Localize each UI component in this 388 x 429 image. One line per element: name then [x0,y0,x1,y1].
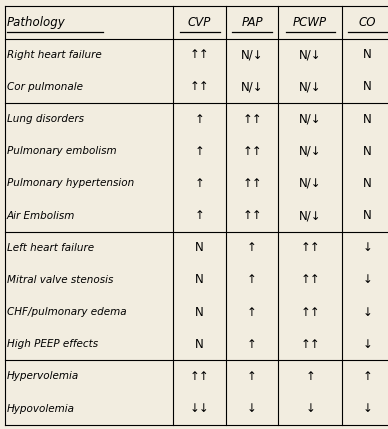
Text: Mitral valve stenosis: Mitral valve stenosis [7,275,113,285]
Text: PAP: PAP [241,16,263,29]
Text: N: N [363,112,372,126]
Text: ↑↑: ↑↑ [242,209,262,222]
Text: ↓: ↓ [362,305,372,319]
Text: ↓: ↓ [362,241,372,254]
Text: ↑: ↑ [247,370,257,383]
Text: ↑: ↑ [247,273,257,287]
Text: ↑: ↑ [362,370,372,383]
Text: ↓: ↓ [247,402,257,415]
Text: ↑↑: ↑↑ [190,370,210,383]
Text: ↑↑: ↑↑ [190,48,210,61]
Text: Pulmonary embolism: Pulmonary embolism [7,146,117,156]
Text: ↑: ↑ [247,338,257,351]
Text: N/↓: N/↓ [241,80,263,94]
Text: N: N [195,273,204,287]
Text: Hypervolemia: Hypervolemia [7,372,79,381]
Text: N/↓: N/↓ [299,48,322,61]
Text: N: N [363,48,372,61]
Text: PCWP: PCWP [293,16,327,29]
Text: ↑↑: ↑↑ [300,338,320,351]
Text: Hypovolemia: Hypovolemia [7,404,75,414]
Text: ↑↑: ↑↑ [242,177,262,190]
Text: ↑↑: ↑↑ [300,273,320,287]
Text: ↓: ↓ [362,273,372,287]
Text: N: N [195,338,204,351]
Text: ↑: ↑ [195,112,204,126]
Text: ↑↑: ↑↑ [300,241,320,254]
Text: ↓: ↓ [362,402,372,415]
Text: ↑↑: ↑↑ [242,112,262,126]
Text: ↓↓: ↓↓ [190,402,210,415]
Text: Lung disorders: Lung disorders [7,114,84,124]
Text: High PEEP effects: High PEEP effects [7,339,98,349]
Text: ↓: ↓ [305,402,315,415]
Text: N: N [363,209,372,222]
Text: N/↓: N/↓ [299,80,322,94]
Text: CHF/pulmonary edema: CHF/pulmonary edema [7,307,126,317]
Text: N: N [195,241,204,254]
Text: N: N [363,177,372,190]
Text: Pulmonary hypertension: Pulmonary hypertension [7,178,134,188]
Text: N/↓: N/↓ [299,112,322,126]
Text: ↑: ↑ [305,370,315,383]
Text: Air Embolism: Air Embolism [7,211,75,221]
Text: ↑: ↑ [247,305,257,319]
Text: N/↓: N/↓ [241,48,263,61]
Text: N: N [363,80,372,94]
Text: ↑: ↑ [247,241,257,254]
Text: Cor pulmonale: Cor pulmonale [7,82,83,92]
Text: Right heart failure: Right heart failure [7,50,102,60]
Text: N/↓: N/↓ [299,145,322,158]
Text: CO: CO [359,16,376,29]
Text: ↑: ↑ [195,209,204,222]
Text: ↑: ↑ [195,177,204,190]
Text: Pathology: Pathology [7,16,66,29]
Text: ↑↑: ↑↑ [300,305,320,319]
Text: N/↓: N/↓ [299,209,322,222]
Text: ↓: ↓ [362,338,372,351]
Text: ↑↑: ↑↑ [190,80,210,94]
Text: N/↓: N/↓ [299,177,322,190]
Text: Left heart failure: Left heart failure [7,243,94,253]
Text: N: N [195,305,204,319]
Text: ↑↑: ↑↑ [242,145,262,158]
Text: CVP: CVP [188,16,211,29]
Text: ↑: ↑ [195,145,204,158]
Text: N: N [363,145,372,158]
